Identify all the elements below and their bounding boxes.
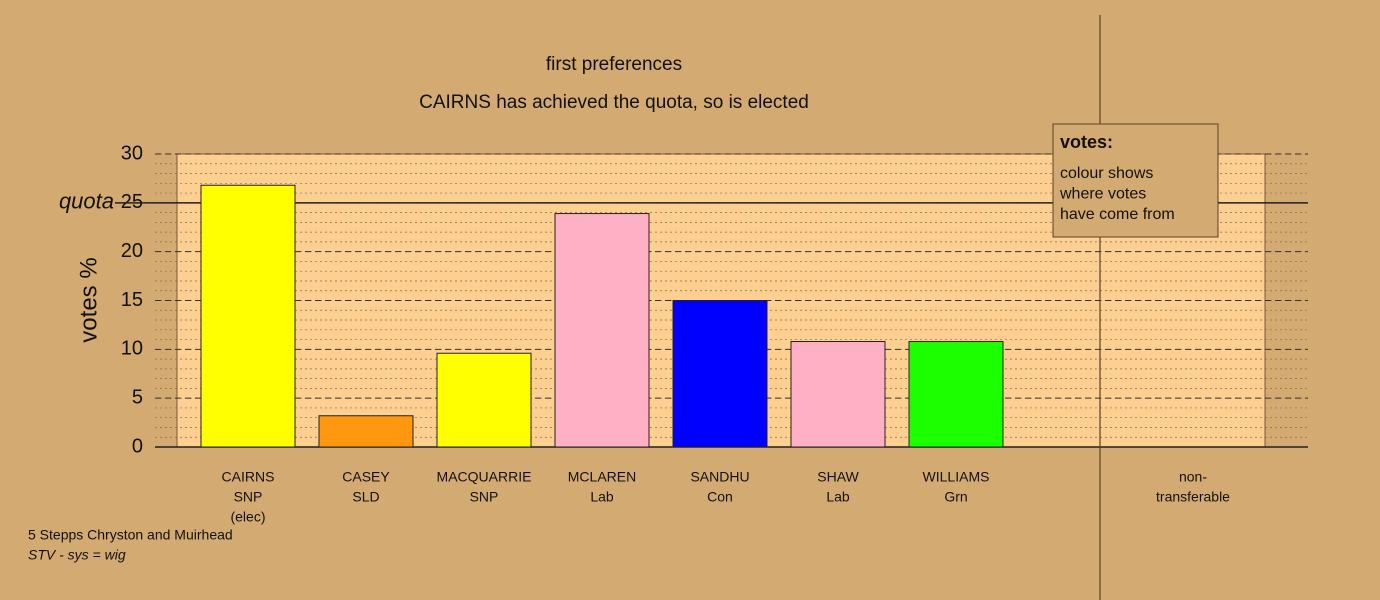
bar <box>436 352 532 448</box>
footer-text: STV - sys = wig <box>28 547 126 563</box>
x-tick-label: Grn <box>944 489 967 505</box>
x-tick-label: Lab <box>590 489 614 505</box>
bar <box>554 213 650 448</box>
y-tick-label: 10 <box>121 338 143 360</box>
bar <box>790 341 886 448</box>
x-tick-label: transferable <box>1156 489 1230 505</box>
chart-title: first preferences <box>546 54 682 75</box>
quota-label: quota <box>59 189 114 214</box>
y-tick-label: 5 <box>132 386 143 408</box>
x-tick-label: WILLIAMS <box>923 469 990 485</box>
x-tick-label: non- <box>1179 469 1207 485</box>
bar <box>200 184 296 448</box>
x-tick-label: SNP <box>470 489 499 505</box>
x-tick-label: (elec) <box>230 509 265 525</box>
y-tick-label: 20 <box>121 240 143 262</box>
legend-box <box>1052 123 1219 238</box>
chart-subtitle: CAIRNS has achieved the quota, so is ele… <box>419 92 809 113</box>
legend-text: colour shows <box>1060 165 1153 182</box>
x-tick-label: MCLAREN <box>568 469 636 485</box>
x-tick-label: CASEY <box>342 469 390 485</box>
bar <box>318 415 414 448</box>
x-tick-label: CAIRNS <box>222 469 275 485</box>
x-tick-label: SLD <box>352 489 379 505</box>
x-tick-label: MACQUARRIE <box>437 469 532 485</box>
x-tick-label: Lab <box>826 489 850 505</box>
x-tick-label: SNP <box>234 489 263 505</box>
legend-text: where votes <box>1059 186 1146 203</box>
y-tick-label: 0 <box>132 435 143 457</box>
x-tick-label: Con <box>707 489 733 505</box>
footer-text: 5 Stepps Chryston and Muirhead <box>28 527 233 543</box>
y-axis-label: votes % <box>75 257 102 342</box>
bar <box>908 341 1004 448</box>
legend-text: have come from <box>1060 206 1175 223</box>
x-tick-label: SANDHU <box>690 469 749 485</box>
y-tick-label: 15 <box>121 289 143 311</box>
legend-title: votes: <box>1060 132 1113 152</box>
x-tick-label: SHAW <box>817 469 859 485</box>
bar <box>672 300 768 448</box>
y-tick-label: 30 <box>121 142 143 164</box>
